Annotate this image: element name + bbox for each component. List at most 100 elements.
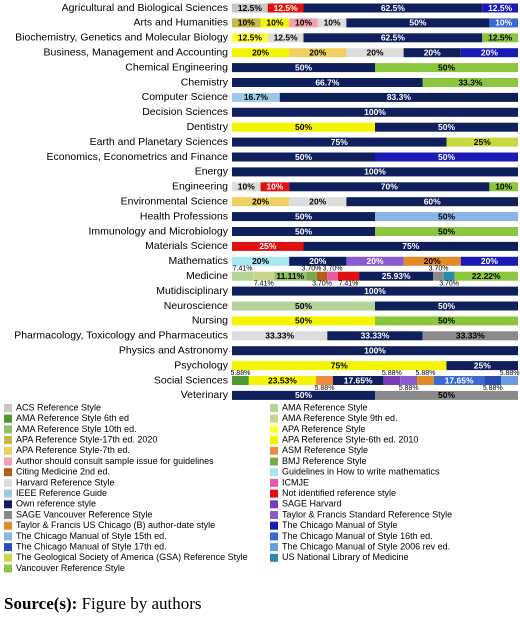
bar-segment: [375, 212, 518, 222]
data-label: 10%: [295, 18, 312, 28]
legend-swatch: [4, 457, 12, 466]
data-label: 62.5%: [381, 3, 406, 13]
bar-segment: [383, 376, 401, 385]
data-label: 20%: [309, 256, 326, 266]
legend-swatch: [4, 511, 12, 519]
data-label: 17.65%: [344, 375, 373, 385]
bar-segment: [260, 182, 290, 192]
data-label: 20%: [424, 256, 441, 266]
legend-label: Vancouver Reference Style: [16, 563, 125, 573]
bar-segment: [267, 33, 304, 43]
legend-label: SAGE Harvard: [282, 499, 342, 509]
category-label: Veterinary: [181, 389, 229, 401]
bar-segment: [232, 167, 518, 177]
data-label: 100%: [364, 345, 386, 355]
data-label: 20%: [366, 47, 383, 57]
bar-segment: [422, 78, 518, 87]
bar-segment: [501, 376, 518, 385]
data-label: 75%: [331, 137, 348, 147]
category-label: Nursing: [192, 315, 228, 327]
legend-swatch: [270, 446, 278, 455]
legend-label: AMA Reference Style: [282, 402, 368, 412]
bar-segment: [232, 137, 447, 147]
data-label: 50%: [295, 62, 312, 72]
category-label: Social Sciences: [154, 374, 228, 386]
category-label: Immunology and Microbiology: [89, 225, 229, 237]
data-label: 33.33%: [456, 331, 485, 341]
data-label: 33.3%: [458, 77, 483, 87]
data-label: 3.70%: [439, 281, 459, 288]
bar-segment: [232, 331, 328, 341]
category-label: Neuroscience: [164, 300, 228, 312]
bar-segment: [489, 182, 518, 192]
legend-swatch: [270, 425, 278, 434]
legend-swatch: [270, 553, 278, 562]
data-label: 20%: [252, 256, 269, 266]
data-label: 23.53%: [268, 375, 297, 385]
data-label: 5.88%: [399, 385, 419, 392]
legend-swatch: [270, 521, 278, 530]
data-label: 50%: [438, 122, 455, 132]
category-label: Biochemistry, Genetics and Molecular Bio…: [15, 32, 229, 44]
data-label: 12.5%: [274, 33, 299, 43]
bar-segment: [232, 361, 447, 371]
data-label: 10%: [266, 182, 283, 192]
legend-label: AMA Reference Style 9th ed.: [282, 413, 398, 423]
data-label: 10%: [238, 18, 255, 28]
bar-segment: [306, 271, 317, 281]
data-label: 10%: [324, 18, 341, 28]
legend-label: Not identified reference style: [282, 488, 396, 498]
legend-label: AMA Reference Style 10th ed.: [16, 424, 137, 434]
bar-segment: [375, 152, 518, 162]
data-label: 3.70%: [302, 266, 322, 273]
data-label: 20%: [481, 256, 498, 266]
chart: Agricultural and Biological Sciences 12.5…: [4, 2, 519, 573]
bar-segment: [346, 256, 404, 266]
source-note: Source(s): Figure by authors: [4, 594, 202, 614]
bar-segment: [316, 271, 328, 281]
data-label: 50%: [438, 226, 455, 236]
legend-label: Taylor & Francis US Chicago (B) author-d…: [16, 520, 215, 530]
category-label: Chemical Engineering: [125, 61, 228, 73]
source-label: Source(s):: [4, 594, 78, 613]
data-label: 83.3%: [387, 92, 412, 102]
bar-segment: [232, 212, 375, 222]
data-label: 12.5%: [488, 33, 513, 43]
category-label: Psychology: [174, 359, 228, 371]
legend-label: The Chicago Manual of Style 16th ed.: [282, 531, 433, 541]
bar-segment: [289, 197, 347, 207]
data-label: 50%: [295, 226, 312, 236]
legend-label: APA Reference Style-7th ed.: [16, 445, 130, 455]
bar-segment: [446, 137, 518, 147]
bar-segment: [289, 256, 347, 266]
legend-swatch: [4, 436, 12, 445]
category-label: Environmental Science: [121, 195, 229, 207]
bar-segment: [443, 271, 455, 281]
legend-swatch: [4, 521, 12, 530]
bar-segment: [232, 376, 249, 385]
bar-segment: [337, 271, 360, 281]
category-label: Chemistry: [181, 76, 229, 88]
data-label: 25.93%: [382, 271, 411, 281]
data-label: 33.33%: [265, 331, 294, 341]
bar-segment: [232, 48, 290, 58]
category-label: Economics, Econometrics and Finance: [47, 151, 229, 163]
data-label: 12.5%: [488, 3, 513, 13]
bar-segment: [346, 197, 518, 207]
data-label: 10%: [495, 18, 512, 28]
data-label: 22.22%: [472, 271, 501, 281]
bar-segment: [232, 182, 261, 192]
data-label: 12.5%: [274, 3, 299, 13]
bar-segment: [232, 122, 375, 132]
legend-label: The Chicago Manual of Style 15th ed.: [16, 531, 167, 541]
data-label: 50%: [438, 62, 455, 72]
legend-label: Taylor & Francis Standard Reference Styl…: [282, 509, 452, 519]
legend-label: APA Reference Style-6th ed. 2010: [282, 434, 418, 444]
bar-segment: [403, 48, 461, 58]
category-label: Decision Sciences: [142, 106, 228, 118]
bar-segment: [303, 241, 518, 251]
bar-segment: [232, 346, 518, 356]
data-label: 70%: [381, 182, 398, 192]
bar-segment: [267, 3, 304, 13]
bar-segment: [232, 390, 375, 400]
